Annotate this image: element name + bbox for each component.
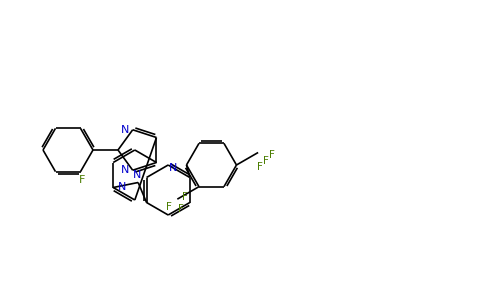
Text: F: F [179, 204, 184, 214]
Text: N: N [118, 182, 126, 193]
Text: N: N [133, 170, 142, 181]
Text: N: N [121, 125, 129, 135]
Text: F: F [269, 149, 275, 160]
Text: N: N [121, 165, 129, 175]
Text: F: F [182, 192, 188, 202]
Text: F: F [263, 155, 269, 166]
Text: F: F [79, 175, 86, 185]
Text: F: F [166, 202, 172, 212]
Text: F: F [257, 161, 263, 172]
Text: N: N [169, 163, 177, 173]
